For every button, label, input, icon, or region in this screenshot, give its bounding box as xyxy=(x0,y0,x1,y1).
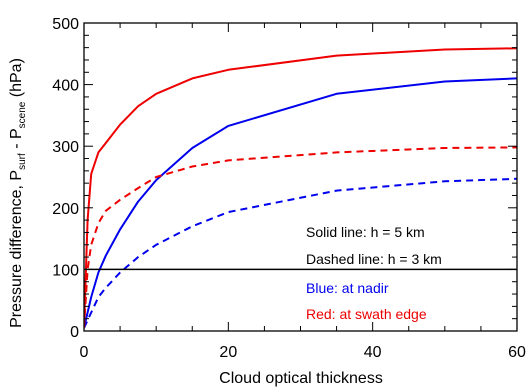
axis-ticks xyxy=(83,22,518,332)
plot-lines xyxy=(84,47,517,329)
y-axis-title-sub-scene: scene xyxy=(17,101,28,128)
x-tick-label: 20 xyxy=(219,344,237,361)
y-axis-title-suffix: (hPa) xyxy=(8,58,25,102)
axis-tick-labels: 0 20 40 60 0 100 200 300 400 500 xyxy=(52,16,526,361)
series-line-2 xyxy=(84,47,517,328)
legend-annotations: Solid line: h = 5 km Dashed line: h = 3 … xyxy=(306,224,442,322)
series-line-3 xyxy=(84,177,517,329)
y-tick-label: 100 xyxy=(52,262,79,279)
y-axis-title-sub-surf: surf xyxy=(17,153,28,170)
y-axis-title-middle: - P xyxy=(8,128,25,153)
annotation-red-swath-edge: Red: at swath edge xyxy=(306,306,427,322)
y-axis-title-prefix: Pressure difference, P xyxy=(8,170,25,328)
series-line-4 xyxy=(84,146,517,328)
annotation-solid-line: Solid line: h = 5 km xyxy=(306,224,425,240)
x-tick-label: 0 xyxy=(80,344,89,361)
y-tick-label: 0 xyxy=(70,324,79,341)
x-tick-label: 40 xyxy=(364,344,382,361)
plot-frame xyxy=(83,22,518,332)
x-axis-title: Cloud optical thickness xyxy=(219,370,383,387)
y-tick-label: 400 xyxy=(52,78,79,95)
annotation-blue-nadir: Blue: at nadir xyxy=(306,280,389,296)
y-tick-label: 300 xyxy=(52,139,79,156)
y-tick-label: 500 xyxy=(52,16,79,33)
y-tick-label: 200 xyxy=(52,201,79,218)
y-axis-title: Pressure difference, Psurf - Pscene (hPa… xyxy=(8,58,28,328)
series-line-1 xyxy=(84,77,517,329)
annotation-dashed-line: Dashed line: h = 3 km xyxy=(306,251,442,267)
x-tick-label: 60 xyxy=(508,344,526,361)
